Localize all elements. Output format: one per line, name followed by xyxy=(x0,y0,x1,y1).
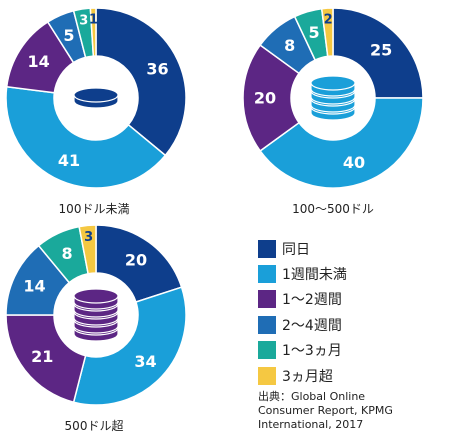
donut-value-label: 8 xyxy=(284,36,295,55)
donut-value-label: 21 xyxy=(31,347,53,366)
donut-chart-100-to-500: 25 40 20 852 xyxy=(242,7,424,189)
legend-item-over-3-months: 3ヵ月超 xyxy=(258,363,347,388)
donut-chart-under-100: 36 41 14 53 1 xyxy=(5,7,187,189)
donut-segment-1-2-weeks xyxy=(242,44,301,152)
legend-label: 同日 xyxy=(282,241,310,258)
source-line: International, 2017 xyxy=(258,418,364,431)
donut-value-label: 3 xyxy=(84,230,93,245)
coin-stack-icon xyxy=(73,288,119,342)
legend-label: 1〜2週間 xyxy=(282,292,342,309)
coin-stack-icon xyxy=(310,75,356,121)
legend: 同日 1週間未満 1〜2週間 2〜4週間 1〜3ヵ月 3ヵ月超 xyxy=(258,236,347,388)
legend-label: 2〜4週間 xyxy=(282,317,342,334)
donut-value-label: 25 xyxy=(370,40,392,59)
donut-chart-over-500: 20 34 21 14 83 xyxy=(5,224,187,406)
donut-value-label: 14 xyxy=(27,52,49,71)
donut-value-label: 41 xyxy=(58,151,80,170)
donut-segment-over-3-months xyxy=(78,224,97,275)
legend-swatch xyxy=(258,315,276,334)
legend-label: 3ヵ月超 xyxy=(282,368,333,385)
donut-segment-under-1-week xyxy=(259,97,424,189)
legend-swatch xyxy=(258,366,276,385)
donut-value-label: 5 xyxy=(308,23,319,42)
source-note: 出典：Global Online Consumer Report, KPMG I… xyxy=(258,390,448,432)
donut-value-label: 36 xyxy=(146,60,168,79)
legend-item-under-1-week: 1週間未満 xyxy=(258,261,347,286)
legend-item-1-3-months: 1〜3ヵ月 xyxy=(258,338,347,363)
legend-item-1-2-weeks: 1〜2週間 xyxy=(258,287,347,312)
donut-segment-over-3-months xyxy=(320,7,334,58)
source-line: Consumer Report, KPMG xyxy=(258,404,393,417)
donut-value-label: 14 xyxy=(23,277,45,296)
donut-value-label: 5 xyxy=(63,26,74,45)
donut-segment-under-1-week xyxy=(5,85,167,189)
donut-value-label: 40 xyxy=(343,153,365,172)
legend-swatch xyxy=(258,265,276,284)
chart-label-100-to-500: 100〜500ドル xyxy=(292,202,374,216)
legend-item-2-4-weeks: 2〜4週間 xyxy=(258,312,347,337)
donut-segment-same-day xyxy=(332,7,424,99)
chart-label-under-100: 100ドル未満 xyxy=(58,202,130,216)
donut-segment-over-3-months xyxy=(89,7,97,57)
legend-swatch xyxy=(258,290,276,309)
donut-value-label: 20 xyxy=(125,250,147,269)
donut-value-label: 3 xyxy=(79,13,88,28)
donut-segment-1-2-weeks xyxy=(5,314,87,404)
donut-value-label: 2 xyxy=(324,13,333,28)
donut-value-label: 8 xyxy=(61,244,72,263)
donut-value-label: 20 xyxy=(254,89,276,108)
donut-segment-under-1-week xyxy=(72,286,187,406)
donut-segment-same-day xyxy=(95,7,187,157)
legend-swatch xyxy=(258,239,276,258)
donut-value-label: 34 xyxy=(134,352,156,371)
donut-segment-same-day xyxy=(95,224,183,303)
source-line: 出典：Global Online xyxy=(258,390,366,403)
legend-item-same-day: 同日 xyxy=(258,236,347,261)
legend-label: 1週間未満 xyxy=(282,267,347,284)
coin-stack-icon xyxy=(73,87,119,109)
chart-label-over-500: 500ドル超 xyxy=(64,419,124,433)
legend-label: 1〜3ヵ月 xyxy=(282,343,342,360)
legend-swatch xyxy=(258,341,276,360)
donut-value-label: 1 xyxy=(89,13,98,28)
